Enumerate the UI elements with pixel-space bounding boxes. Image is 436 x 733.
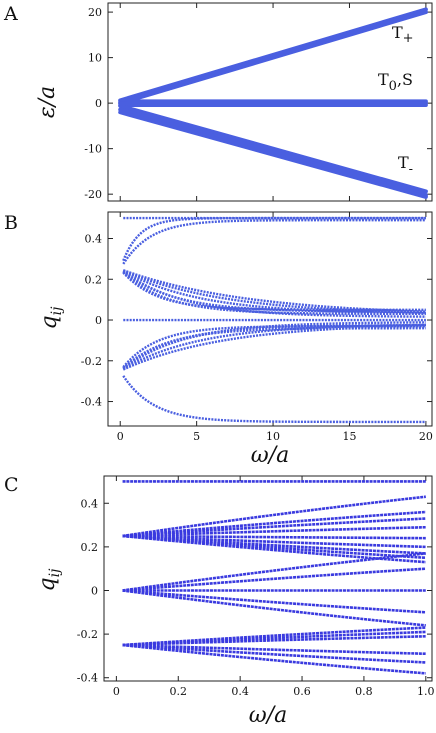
charge-curve [122, 534, 426, 540]
charge-curve [122, 269, 426, 315]
level-annotation: T0,S [378, 70, 413, 94]
panel-b-x-tick-label: 0 [117, 430, 124, 443]
charge-curve [122, 643, 426, 664]
panel-c: C 0 0.2 0.4 0.6 0.8 1.0 -0.4 -0.2 0 0.2 0.4 qij ω/a [4, 474, 435, 728]
charge-curve [122, 517, 426, 538]
panel-b-marks [122, 216, 426, 424]
panel-a-y-tick-label: 0 [95, 97, 102, 110]
panel-a-y-tick-label: -20 [84, 188, 102, 201]
charge-curve [122, 324, 426, 371]
panel-b-x-tick-label: 20 [419, 430, 433, 443]
charge-curve [122, 375, 426, 424]
panel-a-plot: -20 -10 0 10 20 ε/a T+ T0,S T- [35, 2, 433, 202]
charge-curve [122, 269, 426, 313]
panel-c-x-tick-label: 0.4 [231, 685, 249, 698]
charge-curve [122, 567, 426, 592]
panel-b-frame [107, 211, 433, 427]
panel-c-y-tick-label: 0.4 [81, 497, 99, 510]
charge-curve [122, 643, 426, 656]
charge-curve [122, 321, 426, 370]
panel-b: B 0 5 10 15 20 -0.4 -0.2 0 0.2 0.4 qij ω/a [4, 211, 433, 468]
charge-curve [122, 643, 426, 675]
panel-b-x-axis-label: ω/a [251, 443, 289, 468]
panel-a-y-tick-label: 20 [88, 6, 102, 19]
charge-curve [122, 324, 426, 368]
charge-curve [122, 626, 426, 647]
panel-c-plot: 0 0.2 0.4 0.6 0.8 1.0 -0.4 -0.2 0 0.2 0.4 qij ω/a [35, 475, 435, 728]
charge-curve [122, 495, 426, 538]
panel-c-marks [122, 480, 426, 675]
panel-a-frame [107, 2, 433, 202]
panel-a-y-tick-label: -10 [84, 143, 102, 156]
charge-curve [122, 323, 426, 371]
panel-c-x-tick-label: 0.2 [170, 685, 188, 698]
panel-c-y-tick-label: -0.4 [77, 672, 98, 685]
charge-curve [122, 327, 426, 369]
charge-curve [122, 271, 426, 316]
panel-b-label: B [4, 212, 18, 234]
panel-a-y-tick-label: 10 [88, 52, 102, 65]
panel-c-y-tick-label: 0 [91, 584, 98, 597]
panel-c-x-tick-label: 1.0 [417, 685, 435, 698]
panel-c-y-tick-label: -0.2 [77, 628, 98, 641]
panel-a-y-axis-label: ε/a [35, 86, 60, 118]
charge-curve [122, 534, 426, 560]
panel-b-plot: 0 5 10 15 20 -0.4 -0.2 0 0.2 0.4 qij ω/a [37, 211, 433, 468]
energy-level-line [118, 110, 428, 199]
charge-curve [122, 269, 426, 314]
panel-b-y-axis-label: qij [37, 306, 65, 330]
panel-c-x-tick-label: 0 [113, 685, 120, 698]
charge-curve [122, 630, 426, 647]
panel-b-y-tick-label: 0.4 [85, 232, 103, 245]
panel-c-frame [103, 475, 433, 682]
panel-b-y-tick-label: 0 [95, 314, 102, 327]
level-annotation: T+ [392, 23, 414, 46]
energy-level-line [118, 103, 428, 194]
panel-c-y-tick-label: 0.2 [81, 541, 99, 554]
charge-curve [122, 216, 426, 262]
panel-c-x-axis-label: ω/a [249, 703, 287, 728]
charge-curve [122, 525, 426, 538]
panel-a-marks [118, 7, 428, 199]
energy-level-line [118, 7, 428, 103]
panel-b-x-tick-label: 5 [193, 430, 200, 443]
panel-a: A -20 -10 0 10 20 ε/a T+ T0,S T- [3, 2, 433, 202]
charge-curve [122, 324, 426, 370]
panel-b-y-tick-label: -0.2 [81, 355, 102, 368]
energy-level-line [118, 10, 428, 106]
panel-a-label: A [3, 3, 18, 25]
charge-curve [122, 589, 426, 627]
charge-curve [122, 552, 426, 592]
panel-b-y-tick-label: -0.4 [81, 396, 102, 409]
panel-b-x-tick-label: 10 [266, 430, 280, 443]
charge-curve [122, 218, 426, 265]
panel-c-label: C [4, 474, 19, 496]
charge-curve [122, 634, 426, 647]
charge-curve [122, 270, 426, 318]
panel-b-y-tick-label: 0.2 [85, 273, 103, 286]
panel-c-x-tick-label: 0.8 [355, 685, 373, 698]
panel-c-x-tick-label: 0.6 [293, 685, 311, 698]
charge-curve [122, 270, 426, 313]
level-annotation: T- [398, 153, 413, 177]
panel-b-x-tick-label: 15 [342, 430, 356, 443]
charge-curve [122, 589, 426, 614]
panel-c-y-axis-label: qij [35, 568, 63, 592]
